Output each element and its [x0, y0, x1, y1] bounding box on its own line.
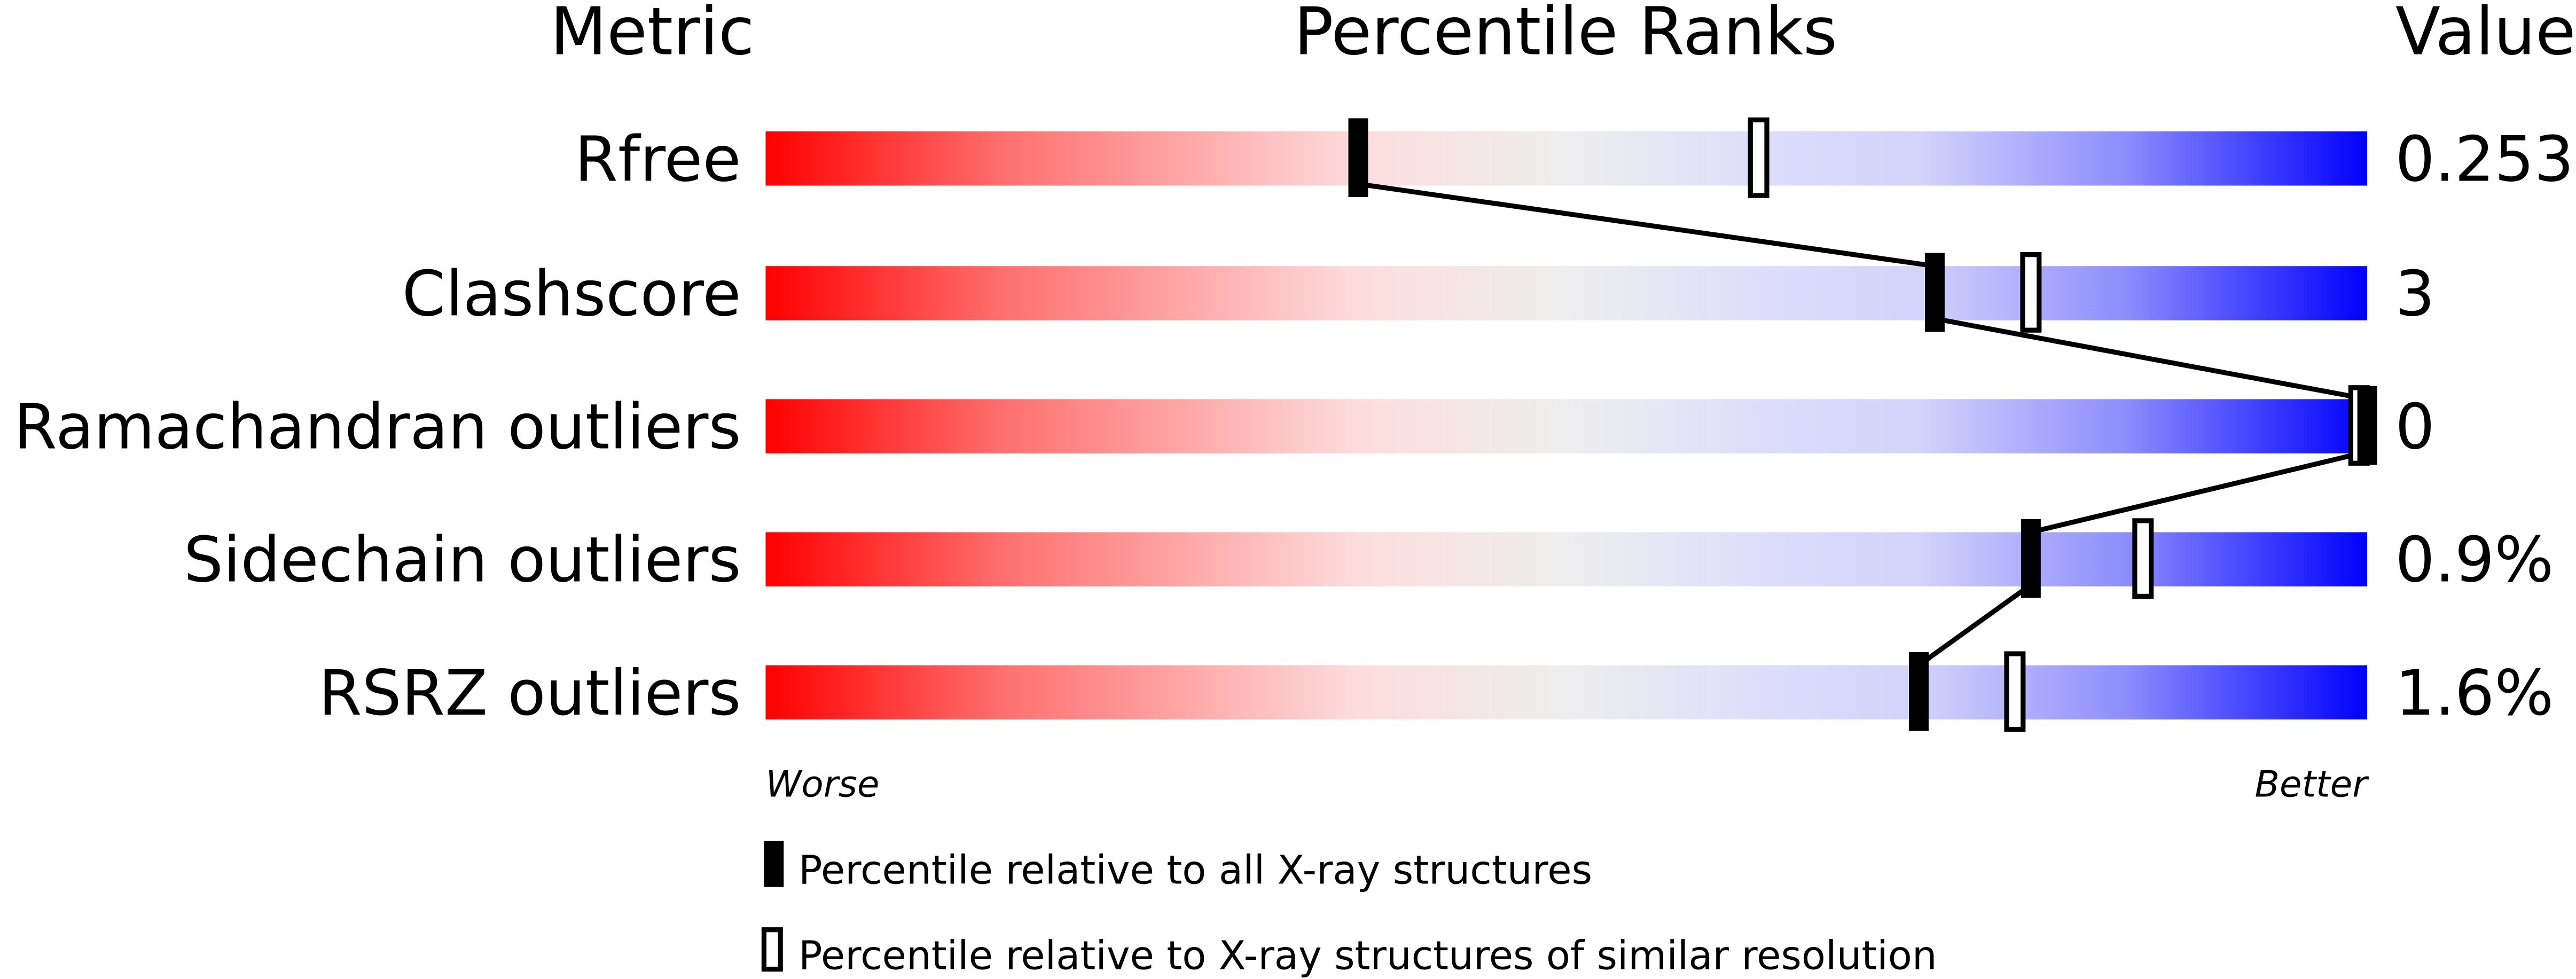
legend-open-marker-icon [761, 927, 783, 972]
marker-all-structures [1348, 118, 1368, 198]
metric-value: 0.9% [2395, 524, 2554, 597]
percentile-bar [765, 665, 2368, 720]
metric-label: Rfree [575, 123, 741, 195]
percentile-bar [765, 532, 2368, 586]
metric-label: Ramachandran outliers [13, 391, 741, 464]
connector-line [1358, 181, 1936, 269]
header-percentile-ranks: Percentile Ranks [1294, 0, 1837, 70]
connector-line [1934, 316, 2368, 402]
percentile-bar [765, 131, 2368, 186]
metric-label: Clashscore [402, 257, 741, 330]
metric-value: 0.253 [2395, 123, 2574, 195]
metric-value: 0 [2395, 391, 2434, 464]
marker-all-structures [2357, 386, 2377, 465]
marker-similar-resolution [1748, 117, 1769, 198]
legend-label-similar: Percentile relative to X-ray structures … [798, 933, 1937, 979]
marker-similar-resolution [2020, 252, 2042, 333]
marker-all-structures [2021, 519, 2041, 598]
metric-value: 1.6% [2395, 657, 2554, 730]
header-metric: Metric [550, 0, 754, 70]
legend-label-all: Percentile relative to all X-ray structu… [798, 848, 1592, 894]
percentile-bar [765, 399, 2368, 453]
marker-similar-resolution [2004, 651, 2026, 732]
marker-similar-resolution [2132, 518, 2154, 599]
header-value: Value [2395, 0, 2576, 70]
metric-label: Sidechain outliers [184, 524, 741, 597]
better-label: Better [2255, 763, 2370, 805]
connector-line [1917, 583, 2033, 668]
metric-label: RSRZ outliers [318, 657, 741, 730]
connector-line [2030, 449, 2368, 535]
percentile-bar [765, 266, 2368, 320]
worse-label: Worse [765, 763, 879, 805]
legend-filled-marker-icon [764, 841, 784, 887]
marker-all-structures [1925, 253, 1945, 332]
metric-value: 3 [2395, 257, 2434, 330]
marker-all-structures [1909, 652, 1929, 731]
